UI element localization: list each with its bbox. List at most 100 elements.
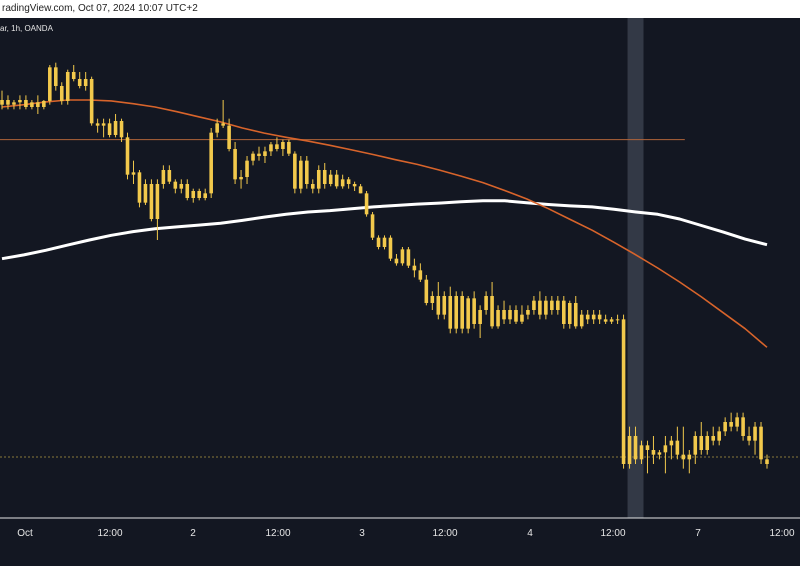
candle-body xyxy=(358,186,363,194)
candle-body xyxy=(765,459,769,464)
candle xyxy=(466,296,470,334)
price-chart[interactable]: ar, 1h, OANDA Oct 12:00 2 12:00 3 12:00 4 12:00… xyxy=(0,18,800,566)
candle-body xyxy=(227,125,231,149)
candle-body xyxy=(191,191,196,198)
candle xyxy=(275,137,279,152)
candle-body xyxy=(627,436,632,464)
candle-body xyxy=(251,153,255,161)
candle xyxy=(125,132,130,180)
candle xyxy=(191,188,196,203)
candle xyxy=(693,431,698,464)
candle xyxy=(131,160,136,184)
candle xyxy=(424,275,429,306)
candle xyxy=(53,62,58,91)
candle xyxy=(669,436,674,460)
candle-body xyxy=(663,445,668,453)
candle xyxy=(251,151,255,166)
candle xyxy=(95,118,100,133)
candle-body xyxy=(30,102,34,107)
candle-body xyxy=(143,184,148,203)
candle-body xyxy=(645,445,650,450)
candle xyxy=(6,95,10,110)
candle-body xyxy=(747,436,751,441)
candle-body xyxy=(681,454,686,460)
candle xyxy=(42,100,46,110)
candle-body xyxy=(18,100,22,103)
candle xyxy=(687,450,692,474)
candle-body xyxy=(633,436,638,460)
candle xyxy=(281,139,285,156)
candle-body xyxy=(436,296,441,315)
candle-body xyxy=(71,72,76,79)
candle-body xyxy=(305,160,309,184)
candle-body xyxy=(412,265,417,271)
candle xyxy=(101,118,106,138)
candle-body xyxy=(454,296,459,329)
candle-body xyxy=(675,440,680,455)
candle-body xyxy=(550,300,554,310)
x-tick-label: 3 xyxy=(359,528,365,539)
candle xyxy=(663,436,668,474)
candle xyxy=(316,165,321,194)
x-tick-label: 12:00 xyxy=(432,528,457,539)
candle xyxy=(478,305,482,338)
candle xyxy=(711,426,716,446)
candle-body xyxy=(741,417,745,436)
candle xyxy=(257,146,261,161)
candle xyxy=(490,282,494,329)
moving-averages xyxy=(1,99,768,348)
candle xyxy=(550,296,554,315)
candle xyxy=(759,422,763,464)
candle xyxy=(197,188,202,201)
candle xyxy=(215,118,219,138)
candle xyxy=(735,412,739,432)
candle xyxy=(239,170,243,189)
candle xyxy=(299,156,303,194)
candle xyxy=(161,165,166,189)
reference-lines xyxy=(0,139,800,458)
candle xyxy=(502,300,506,324)
candle-body xyxy=(693,436,698,455)
candle xyxy=(83,72,88,91)
candle-body xyxy=(24,100,28,107)
candle-body xyxy=(263,151,267,156)
candle-body xyxy=(591,314,596,320)
candle-body xyxy=(394,258,399,264)
candle-body xyxy=(42,100,46,107)
candle xyxy=(346,177,351,189)
x-tick-label: 12:00 xyxy=(769,528,794,539)
candle xyxy=(496,305,500,329)
candle-body xyxy=(137,172,142,203)
candle xyxy=(340,174,345,189)
candle xyxy=(442,291,447,320)
x-tick-label: 12:00 xyxy=(265,528,290,539)
candle-body xyxy=(597,314,602,320)
x-tick-label: 12:00 xyxy=(97,528,122,539)
candle xyxy=(18,95,22,110)
candle-body xyxy=(328,174,333,184)
candle xyxy=(179,179,184,194)
candle-body xyxy=(490,296,494,327)
candle xyxy=(155,179,160,240)
candle-body xyxy=(77,79,82,86)
candle-body xyxy=(370,214,375,238)
candle xyxy=(370,212,375,240)
candle-body xyxy=(526,310,530,315)
candle xyxy=(532,296,536,315)
x-axis: Oct 12:00 2 12:00 3 12:00 4 12:00 7 12:00 xyxy=(17,528,795,539)
candle xyxy=(269,142,273,156)
candle-body xyxy=(48,67,52,101)
candle-body xyxy=(496,310,500,327)
candle xyxy=(376,235,381,250)
caption-text: radingView.com, Oct 07, 2024 10:07 UTC+2 xyxy=(2,3,198,14)
candle-body xyxy=(520,314,524,322)
candle-body xyxy=(316,170,321,189)
candle xyxy=(729,412,733,432)
candle-body xyxy=(711,436,716,441)
candle-body xyxy=(418,270,423,280)
candle-body xyxy=(579,314,584,327)
chart-background xyxy=(0,18,800,566)
candle-body xyxy=(299,160,303,189)
candle xyxy=(621,314,626,469)
candle-body xyxy=(293,153,297,189)
